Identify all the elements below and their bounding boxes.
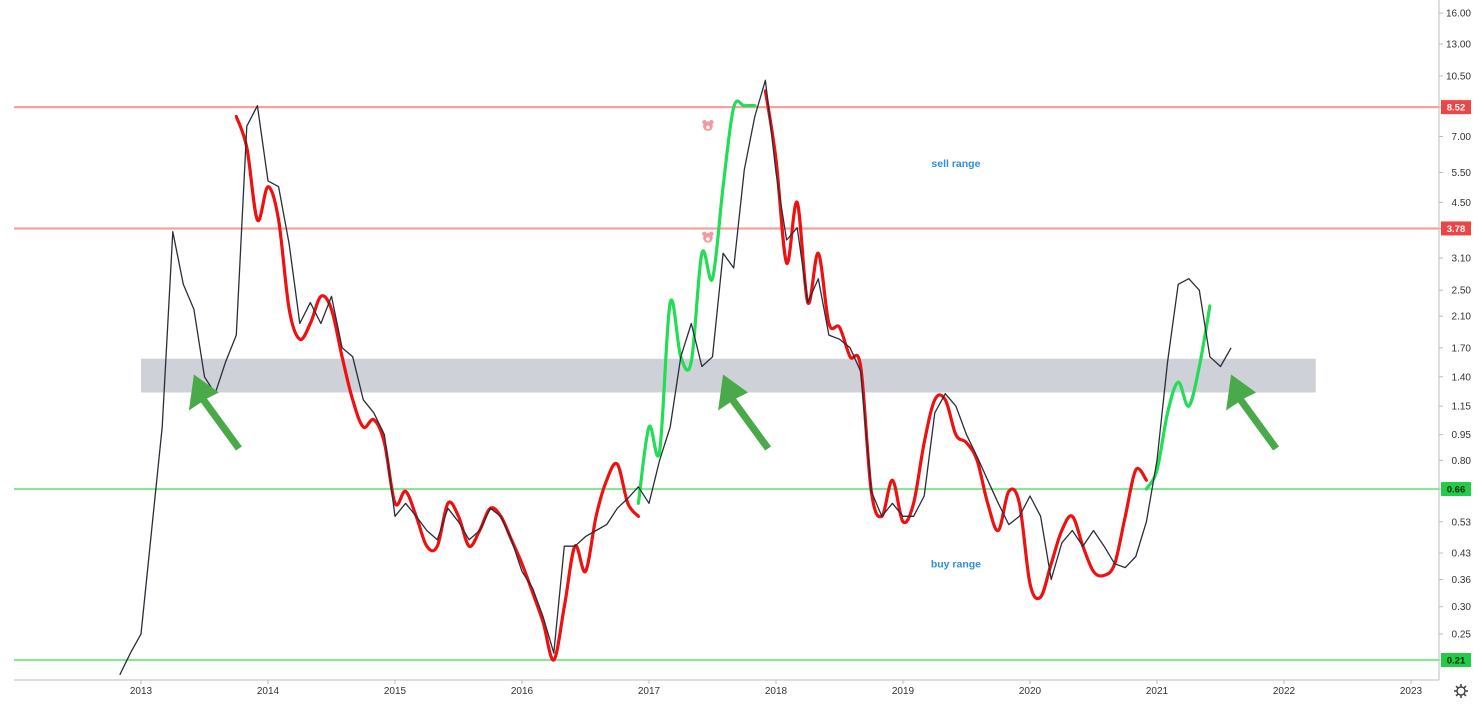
y-tick-label: 4.50: [1452, 198, 1472, 209]
bullish-trend-segment: [636, 99, 757, 505]
x-tick-label: 2015: [384, 686, 407, 697]
y-tick-label: 0.53: [1452, 517, 1472, 528]
y-tick-label: 0.80: [1452, 456, 1472, 467]
y-tick-label: 0.25: [1452, 629, 1472, 640]
annotations-layer: sell range buy range: [931, 158, 981, 570]
annotation-label: sell range: [931, 158, 980, 170]
y-tick-label: 3.10: [1452, 254, 1472, 265]
bullish-trend-segment: [1144, 304, 1212, 491]
markers-layer: [702, 119, 714, 243]
x-tick-label: 2023: [1400, 686, 1423, 697]
up-arrow-icon: [718, 374, 772, 451]
bear-icon: [702, 119, 714, 131]
arrows-layer: [188, 374, 1280, 451]
y-tick-label: 1.70: [1452, 343, 1472, 354]
x-tick-label: 2021: [1146, 686, 1169, 697]
sell-level-tag: [1441, 100, 1471, 115]
up-arrow-icon: [1226, 374, 1280, 451]
bearish-trend-segment: [234, 114, 640, 662]
x-tick-label: 2017: [638, 686, 661, 697]
buy-level-tag: [1441, 482, 1471, 497]
horizontal-levels-layer: [14, 106, 1439, 662]
x-tick-label: 2020: [1019, 686, 1042, 697]
level-tag-label: 0.66: [1447, 485, 1466, 496]
y-tick-label: 13.00: [1446, 40, 1471, 51]
y-tick-label: 16.00: [1446, 9, 1471, 20]
y-tick-label: 10.50: [1446, 71, 1471, 82]
y-tick-label: 1.40: [1452, 372, 1472, 383]
x-tick-label: 2013: [130, 686, 153, 697]
price-tags-layer: 8.52 3.78 0.66 0.21: [1441, 100, 1471, 667]
y-tick-label: 2.50: [1452, 286, 1472, 297]
price-series-layer: [119, 79, 1232, 676]
y-tick-label: 0.95: [1452, 430, 1472, 441]
bearish-trend-segment: [763, 89, 1148, 601]
y-tick-label: 5.50: [1452, 168, 1472, 179]
trend-segments-layer: [234, 89, 1212, 662]
up-arrow-icon: [188, 374, 242, 451]
bear-icon: [702, 231, 714, 243]
sell-level-tag: [1441, 221, 1471, 236]
y-tick-label: 2.10: [1452, 312, 1472, 323]
x-tick-label: 2019: [892, 686, 915, 697]
level-tag-label: 8.52: [1447, 103, 1466, 114]
x-tick-label: 2018: [765, 686, 788, 697]
price-line: [119, 79, 1232, 676]
y-tick-label: 0.36: [1452, 575, 1472, 586]
y-tick-label: 1.15: [1452, 402, 1472, 413]
level-tag-label: 3.78: [1447, 224, 1466, 235]
y-tick-label: 0.43: [1452, 549, 1472, 560]
x-tick-label: 2014: [257, 686, 280, 697]
x-tick-label: 2016: [511, 686, 534, 697]
axes-layer: 2013 2014 2015 2016 2017 2018 2019 2020 2021 2022…: [14, 0, 1471, 697]
annotation-label: buy range: [931, 559, 981, 571]
x-tick-label: 2022: [1273, 686, 1296, 697]
buy-level-tag: [1441, 653, 1471, 667]
gear-icon[interactable]: [1454, 684, 1468, 698]
y-tick-label: 7.00: [1452, 132, 1472, 143]
y-tick-label: 0.30: [1452, 602, 1472, 613]
level-tag-label: 0.21: [1447, 656, 1466, 667]
